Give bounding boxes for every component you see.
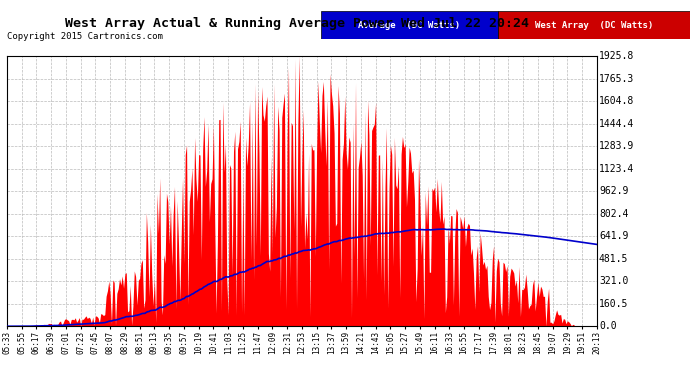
Text: 1604.8: 1604.8 bbox=[599, 96, 634, 106]
Text: 802.4: 802.4 bbox=[599, 209, 629, 219]
Text: 481.5: 481.5 bbox=[599, 254, 629, 264]
Text: 1444.4: 1444.4 bbox=[599, 119, 634, 129]
Text: 641.9: 641.9 bbox=[599, 231, 629, 241]
FancyBboxPatch shape bbox=[498, 11, 690, 39]
Text: 962.9: 962.9 bbox=[599, 186, 629, 196]
Text: 160.5: 160.5 bbox=[599, 299, 629, 309]
Text: 321.0: 321.0 bbox=[599, 276, 629, 286]
Text: West Array Actual & Running Average Power Wed Jul 22 20:24: West Array Actual & Running Average Powe… bbox=[65, 17, 529, 30]
Text: 1123.4: 1123.4 bbox=[599, 164, 634, 174]
Text: Copyright 2015 Cartronics.com: Copyright 2015 Cartronics.com bbox=[7, 32, 163, 41]
Text: 1765.3: 1765.3 bbox=[599, 74, 634, 84]
Text: 1283.9: 1283.9 bbox=[599, 141, 634, 151]
Text: 0.0: 0.0 bbox=[599, 321, 617, 331]
Text: 1925.8: 1925.8 bbox=[599, 51, 634, 61]
FancyBboxPatch shape bbox=[321, 11, 498, 39]
Text: West Array  (DC Watts): West Array (DC Watts) bbox=[535, 21, 653, 30]
Text: Average  (DC Watts): Average (DC Watts) bbox=[358, 21, 460, 30]
